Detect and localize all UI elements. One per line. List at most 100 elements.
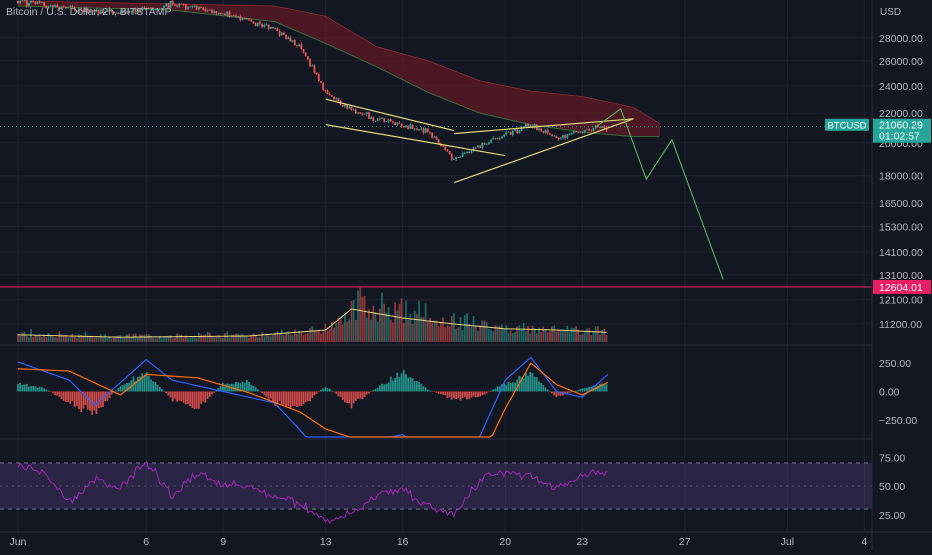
candle-body xyxy=(588,129,591,130)
volume-bar xyxy=(592,331,595,342)
macd-histogram-bar xyxy=(139,376,141,392)
volume-bar xyxy=(34,335,37,342)
time-tick-label: 9 xyxy=(220,536,226,548)
macd-histogram-bar xyxy=(187,391,189,404)
volume-bar xyxy=(518,325,521,342)
candle-body xyxy=(178,3,181,7)
time-axis[interactable]: Jun 6 9 13 16 20 23 27 Jul 4 xyxy=(0,531,932,548)
trendline-1[interactable] xyxy=(325,98,455,132)
candle-body xyxy=(174,4,176,6)
candle-body xyxy=(267,24,270,29)
volume-bar xyxy=(69,336,72,342)
volume-bar xyxy=(507,332,510,342)
volume-bar xyxy=(75,338,78,342)
candle-body xyxy=(357,112,359,114)
macd-histogram-bar xyxy=(25,383,28,392)
volume-bar xyxy=(542,326,545,342)
macd-histogram-bar xyxy=(204,391,207,403)
volume-bar xyxy=(300,332,303,342)
volume-bar xyxy=(128,333,131,342)
macd-histogram-bar xyxy=(285,391,287,407)
macd-histogram-bar xyxy=(535,377,538,392)
volume-bar xyxy=(17,334,19,342)
volume-bar xyxy=(269,336,272,342)
projection-line[interactable] xyxy=(594,107,724,280)
candle-body xyxy=(82,10,85,12)
volume-bar xyxy=(457,327,460,342)
macd-histogram-bar xyxy=(38,386,41,392)
candle-body xyxy=(256,22,259,27)
volume-bar xyxy=(215,337,218,342)
macd-histogram-bar xyxy=(520,377,523,392)
rsi-tick-label: 50.00 xyxy=(879,481,905,493)
trendline-3[interactable] xyxy=(453,118,634,184)
macd-histogram-bar xyxy=(241,381,244,392)
macd-histogram-bar xyxy=(123,384,126,392)
candle-body xyxy=(221,13,224,15)
time-tick-label: 27 xyxy=(679,536,691,548)
volume-bar xyxy=(575,326,577,342)
macd-histogram-bar xyxy=(568,391,571,393)
macd-histogram-bar xyxy=(304,391,307,403)
macd-histogram-bar xyxy=(78,391,80,410)
macd-histogram-bar xyxy=(485,391,488,394)
volume-bar xyxy=(119,335,122,342)
candle-body xyxy=(128,11,131,13)
candle-body xyxy=(69,6,72,8)
macd-histogram-bar xyxy=(361,391,364,400)
candle-body xyxy=(143,7,146,9)
volume-bar xyxy=(559,330,562,342)
macd-histogram-bar xyxy=(557,391,560,396)
candle-body xyxy=(409,124,412,129)
candle-body xyxy=(285,34,287,40)
candle-body xyxy=(78,8,80,13)
candle-body xyxy=(540,128,543,131)
volume-bar xyxy=(553,325,556,342)
volume-bar xyxy=(104,334,107,342)
volume-bar xyxy=(562,329,564,342)
macd-histogram-bar xyxy=(385,383,388,392)
candle-body xyxy=(136,9,139,14)
volume-bar xyxy=(383,303,386,342)
macd-histogram-bar xyxy=(143,375,146,392)
candle-body xyxy=(546,129,549,134)
volume-bar xyxy=(392,322,394,342)
candle-body xyxy=(352,109,355,111)
macd-histogram-bar xyxy=(278,391,281,402)
macd-histogram-bar xyxy=(269,391,272,399)
volume-bar xyxy=(335,323,338,342)
volume-bar xyxy=(568,331,571,342)
macd-histogram-bar xyxy=(293,391,296,407)
volume-bar xyxy=(533,327,536,342)
macd-histogram-bar xyxy=(156,384,159,392)
macd-histogram-bar xyxy=(566,391,569,394)
macd-histogram-bar xyxy=(527,375,529,392)
volume-bar xyxy=(256,337,259,342)
price-axis[interactable]: USD28000.0026000.0024000.0022000.0020000… xyxy=(825,0,932,550)
volume-bar xyxy=(330,321,333,342)
volume-bar xyxy=(494,325,497,342)
volume-bar xyxy=(230,334,233,342)
price-tick-label: 15300.00 xyxy=(879,221,923,233)
candle-body xyxy=(361,113,364,115)
volume-bar xyxy=(121,337,124,342)
candle-body xyxy=(392,121,394,123)
volume-bar xyxy=(165,336,168,342)
macd-histogram-bar xyxy=(398,376,401,392)
trendline-2[interactable] xyxy=(325,124,506,157)
macd-histogram-bar xyxy=(389,376,392,392)
macd-histogram-bar xyxy=(27,386,30,392)
projection-path[interactable] xyxy=(594,107,724,280)
candle-body xyxy=(51,5,54,8)
candle-body xyxy=(365,112,368,115)
volume-bar xyxy=(555,331,558,342)
volume-bar xyxy=(398,303,401,342)
volume-bar xyxy=(501,324,503,342)
volume-bar xyxy=(302,334,305,342)
macd-histogram-bar xyxy=(322,388,325,392)
candle-body xyxy=(557,138,560,140)
candle-body xyxy=(562,135,564,138)
volume-bar xyxy=(361,296,364,342)
